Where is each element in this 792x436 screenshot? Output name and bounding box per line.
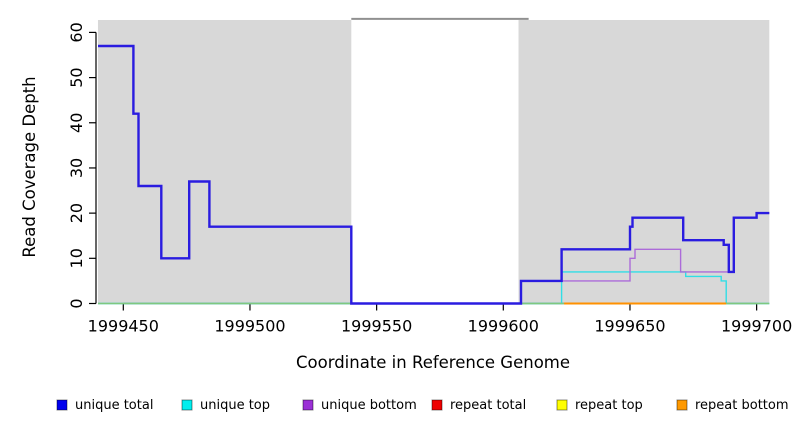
legend-label: repeat top	[575, 398, 643, 413]
legend-label: repeat bottom	[695, 398, 789, 413]
y-tick-label: 30	[67, 158, 86, 178]
legend-label: unique total	[75, 398, 153, 413]
shaded-region	[518, 20, 770, 304]
x-tick-label: 1999700	[721, 317, 792, 336]
shaded-region	[97, 20, 352, 304]
legend-swatch	[302, 399, 314, 411]
legend-entry-unique-bottom: unique bottom	[302, 398, 417, 413]
legend-swatch	[676, 399, 688, 411]
x-tick-label: 1999500	[214, 317, 285, 336]
axes-layer: 0 10 20 30 40 50 60 1999450 1999500 1999550 199960…	[67, 22, 792, 335]
y-tick-label: 20	[67, 203, 86, 223]
x-tick-label: 1999550	[341, 317, 412, 336]
legend-swatch	[181, 399, 193, 411]
legend-swatch	[556, 399, 568, 411]
series-line-unique-total	[98, 44, 770, 305]
legend-label: unique top	[200, 398, 270, 413]
shaded-regions-layer	[97, 17, 770, 304]
legend-swatch	[431, 399, 443, 411]
legend-swatch	[56, 399, 68, 411]
y-tick-label: 50	[67, 67, 86, 87]
legend-label: unique bottom	[321, 398, 417, 413]
legend-entry-unique-total: unique total	[56, 398, 153, 413]
x-tick-label: 1999650	[594, 317, 665, 336]
x-tick-label: 1999600	[468, 317, 539, 336]
y-tick-label: 0	[67, 298, 86, 308]
legend-entry-repeat-total: repeat total	[431, 398, 526, 413]
series-layer	[98, 44, 770, 305]
y-tick-label: 40	[67, 113, 86, 133]
series-line-unique-top	[98, 271, 770, 305]
y-axis-title: Read Coverage Depth	[20, 76, 39, 257]
legend-entry-repeat-top: repeat top	[556, 398, 643, 413]
legend-entry-repeat-bottom: repeat bottom	[676, 398, 789, 413]
y-tick-label: 60	[67, 22, 86, 42]
x-axis-title: Coordinate in Reference Genome	[296, 353, 570, 372]
legend-label: repeat total	[450, 398, 526, 413]
legend-entry-unique-top: unique top	[181, 398, 270, 413]
x-tick-label: 1999450	[88, 317, 159, 336]
y-tick-label: 10	[67, 248, 86, 268]
legend: unique total unique top unique bottom repea…	[56, 398, 789, 413]
